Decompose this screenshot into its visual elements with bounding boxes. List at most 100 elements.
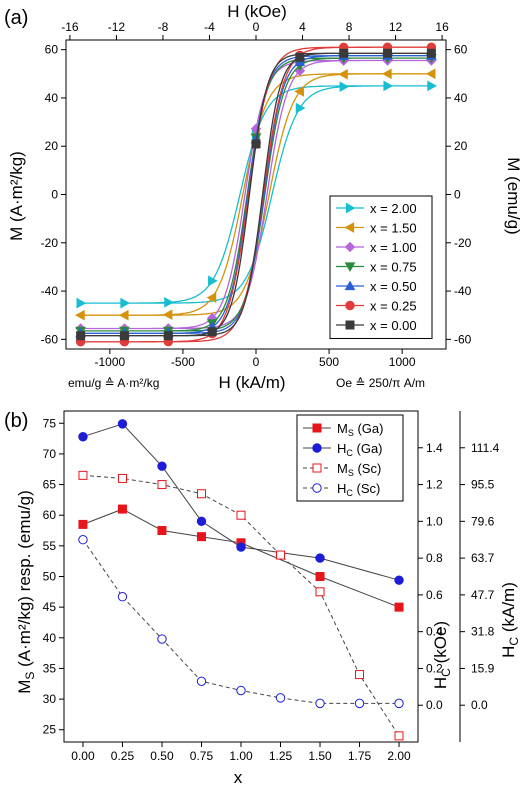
a-marker-6-6 xyxy=(339,48,349,58)
b-point-3-1 xyxy=(117,592,128,602)
a-xtick-label-0: -1000 xyxy=(94,355,125,369)
a-y2tick-label-2: -20 xyxy=(454,236,472,250)
a-legend-marker-3 xyxy=(344,262,356,273)
b-y2tick-label-1: 0.2 xyxy=(426,661,443,675)
b-ytick-label-2: 35 xyxy=(43,661,57,675)
a-legend-marker-0 xyxy=(345,202,356,214)
a-y2tick-label-5: 40 xyxy=(454,91,468,105)
b-point-2-0 xyxy=(78,470,88,480)
a-xtick-label-4: 1000 xyxy=(389,355,416,369)
a-y2tick-label-0: -60 xyxy=(454,332,472,346)
a-y-axis-title: M (A·m²/kg) xyxy=(7,151,26,241)
a-marker-6-5 xyxy=(295,52,305,62)
a-x2tick-label-1: -12 xyxy=(108,20,126,34)
a-x2tick-label-8: 16 xyxy=(435,20,449,34)
a-x2tick-label-2: -8 xyxy=(158,20,169,34)
b-point-1-1 xyxy=(117,419,128,429)
b-point-3-4 xyxy=(236,685,246,696)
b-xtick-label-7: 1.75 xyxy=(348,749,372,763)
a-legend-label-0: x = 2.00 xyxy=(370,201,417,216)
a-legend-label-6: x = 0.00 xyxy=(370,318,417,333)
a-legend-label-1: x = 1.50 xyxy=(370,221,417,236)
a-unit-note-left: emu/g ≙ A·m²/kg xyxy=(68,376,159,390)
b-x-axis-title: x xyxy=(234,768,243,787)
b-y2tick-label-3: 0.6 xyxy=(426,588,443,602)
a-legend-marker-1 xyxy=(344,222,355,233)
b-xtick-label-6: 1.50 xyxy=(308,749,332,763)
a-marker-6-2 xyxy=(163,331,173,341)
a-top-axis-title: H (kOe) xyxy=(227,2,287,21)
b-y3tick-label-2: 31.8 xyxy=(471,625,495,639)
b-point-2-1 xyxy=(117,473,127,483)
a-marker-6-3 xyxy=(207,327,217,337)
b-point-1-4 xyxy=(236,542,246,552)
a-x2tick-label-5: 4 xyxy=(299,20,306,34)
b-series-line-0 xyxy=(82,508,400,608)
b-xtick-label-2: 0.50 xyxy=(150,749,174,763)
b-y3tick-label-6: 95.5 xyxy=(471,478,495,492)
b-y2tick-label-4: 0.8 xyxy=(426,551,443,565)
a-xtick-label-1: -500 xyxy=(171,355,195,369)
b-legend-marker-3 xyxy=(312,483,322,493)
a-unit-note-right: Oe ≙ 250/π A/m xyxy=(336,376,425,390)
b-y-axis-title: MS (A·m²/kg) resp. (emu/g) xyxy=(15,490,37,694)
b-y3tick-label-1: 15.9 xyxy=(471,661,495,675)
a-legend-label-4: x = 0.50 xyxy=(370,279,417,294)
a-legend-marker-6 xyxy=(345,320,355,330)
b-xtick-label-1: 0.25 xyxy=(111,749,135,763)
b-legend-label-3: HC (Sc) xyxy=(337,481,380,498)
b-point-2-7 xyxy=(355,670,365,680)
a-marker-0-7 xyxy=(383,80,394,92)
a-marker-1-8 xyxy=(425,68,436,80)
a-x2tick-label-0: -16 xyxy=(61,20,79,34)
a-marker-1-2 xyxy=(162,309,173,321)
a-marker-0-5 xyxy=(295,102,306,114)
b-ytick-label-4: 45 xyxy=(43,600,57,614)
b-point-2-4 xyxy=(236,510,246,520)
a-y2tick-label-4: 20 xyxy=(454,139,468,153)
b-y2tick-label-2: 0.4 xyxy=(426,625,443,639)
a-x2tick-label-7: 12 xyxy=(389,20,403,34)
b-point-2-8 xyxy=(394,731,404,741)
b-point-1-0 xyxy=(78,432,88,442)
a-marker-0-0 xyxy=(76,297,87,309)
b-point-3-7 xyxy=(354,698,365,709)
a-y2tick-label-3: 0 xyxy=(454,188,461,202)
a-marker-6-0 xyxy=(76,331,86,341)
b-far-right-axis-title: HC (kA/m) xyxy=(499,582,520,658)
a-x-axis-title: H (kA/m) xyxy=(218,373,285,392)
a-marker-1-3 xyxy=(206,292,217,303)
a-marker-0-3 xyxy=(208,275,218,287)
a-xtick-label-2: 0 xyxy=(253,355,260,369)
b-y2tick-label-7: 1.4 xyxy=(426,441,443,455)
b-y2tick-label-0: 0.0 xyxy=(426,698,443,712)
a-x2tick-label-3: -4 xyxy=(204,20,215,34)
panel-a-label: (a) xyxy=(4,7,28,29)
b-point-1-3 xyxy=(196,516,207,527)
b-y3tick-label-7: 111.4 xyxy=(471,441,500,455)
b-series xyxy=(78,419,404,741)
a-marker-6-7 xyxy=(383,48,393,58)
b-xtick-label-5: 1.25 xyxy=(269,749,293,763)
a-legend-marker-2 xyxy=(344,241,356,253)
a-ytick-label-6: 60 xyxy=(45,43,59,57)
b-point-0-2 xyxy=(157,526,167,536)
b-legend-marker-2 xyxy=(312,463,322,473)
b-legend-label-0: MS (Ga) xyxy=(337,421,383,438)
a-marker-1-1 xyxy=(118,309,129,321)
a-marker-1-6 xyxy=(338,68,348,80)
b-y3tick-label-4: 63.7 xyxy=(471,551,495,565)
b-series-line-3 xyxy=(82,539,399,704)
b-legend: MS (Ga) HC (Ga) MS (Sc) HC (Sc) xyxy=(296,414,404,502)
a-marker-1-7 xyxy=(382,68,392,80)
a-ytick-label-4: 20 xyxy=(45,139,59,153)
a-marker-6-1 xyxy=(119,331,129,341)
b-y2tick-label-5: 1.0 xyxy=(426,514,443,528)
b-point-0-0 xyxy=(78,519,88,529)
b-point-1-5 xyxy=(315,553,325,563)
b-point-2-3 xyxy=(196,489,206,499)
b-y3tick-label-3: 47.7 xyxy=(471,588,495,602)
a-x2tick-label-6: 8 xyxy=(346,20,353,34)
b-ytick-label-6: 55 xyxy=(43,539,57,553)
